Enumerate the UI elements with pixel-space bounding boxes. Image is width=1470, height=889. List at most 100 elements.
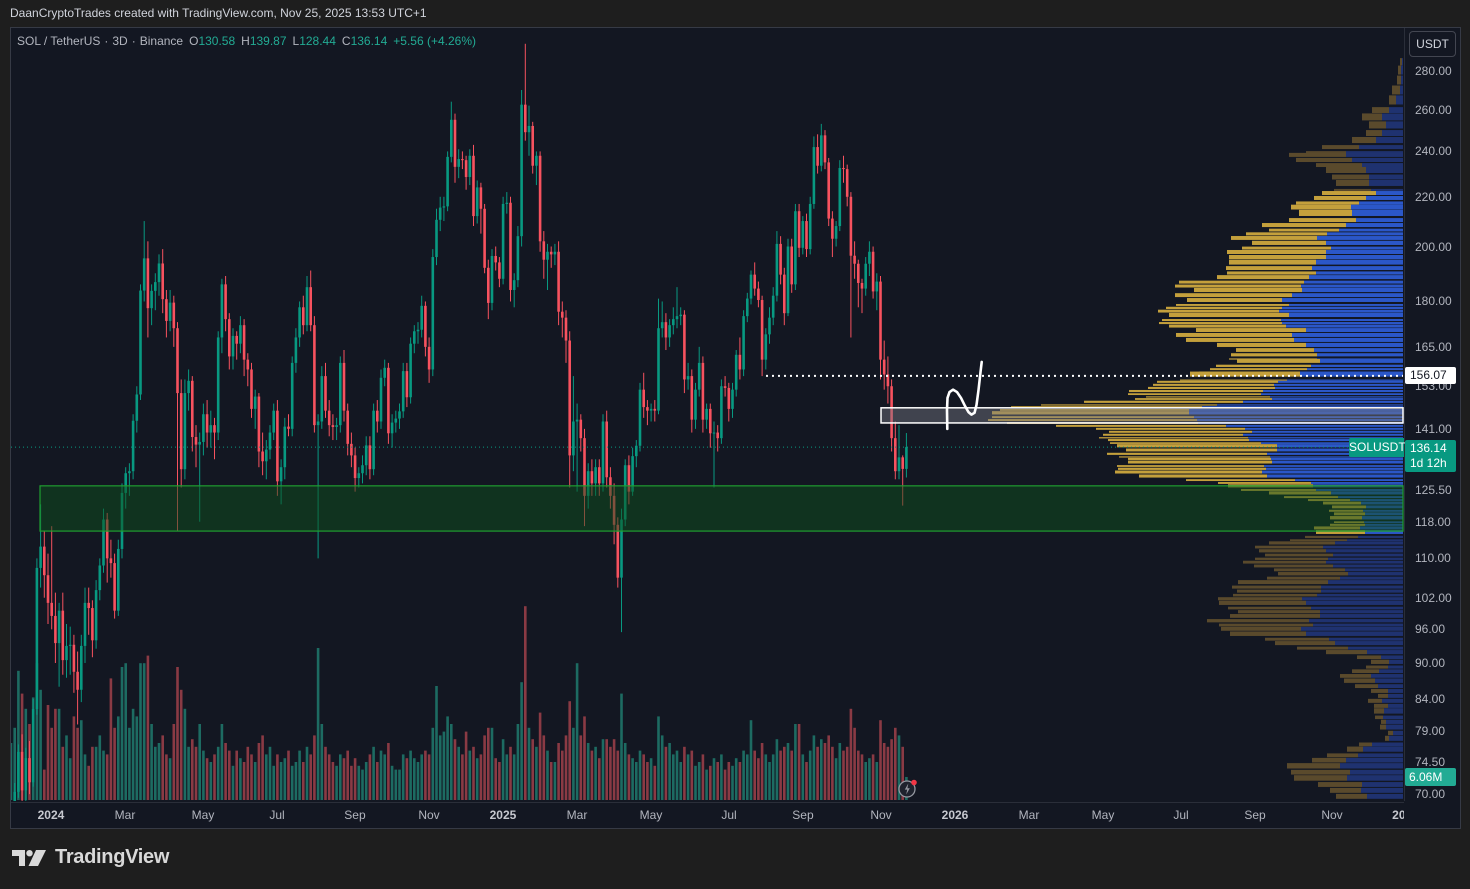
volume-profile-row xyxy=(1169,324,1403,328)
candle-body xyxy=(94,590,98,641)
volume-bar xyxy=(98,735,102,800)
candle xyxy=(742,310,745,377)
candle-body xyxy=(35,567,39,710)
volume-profile-row xyxy=(1322,191,1403,195)
volume-profile-row xyxy=(1366,130,1403,137)
candle xyxy=(820,123,823,172)
volume-bar xyxy=(339,754,342,800)
volume-bar xyxy=(853,727,856,800)
profile-down-volume xyxy=(1231,236,1317,240)
profile-down-volume xyxy=(1226,266,1312,271)
profile-up-volume xyxy=(1311,482,1403,484)
time-axis[interactable]: 2024 Mar May Jul Sep Nov 2025 Mar May Jul Sep Nov 20… xyxy=(11,802,1404,828)
volume-bar xyxy=(250,754,253,800)
profile-down-volume xyxy=(1217,342,1306,347)
candle-body xyxy=(24,758,28,791)
candle xyxy=(446,151,449,212)
profile-down-volume xyxy=(1290,539,1347,542)
profile-up-volume xyxy=(1314,348,1403,352)
volume-profile-row xyxy=(1269,541,1403,545)
volume-profile[interactable] xyxy=(988,58,1403,799)
volume-profile-row xyxy=(1254,564,1403,568)
profile-up-volume xyxy=(1358,535,1403,539)
candle xyxy=(564,310,568,363)
candle xyxy=(797,203,801,258)
currency-button[interactable]: USDT xyxy=(1409,31,1456,57)
profile-up-volume xyxy=(1323,545,1403,549)
volume-bar xyxy=(464,731,468,800)
price-axis[interactable]: 280.00 260.00 240.00 220.00 200.00 180.00 165.… xyxy=(1404,28,1460,801)
profile-down-volume xyxy=(1180,379,1287,381)
demand-zone-rectangle[interactable] xyxy=(39,485,1404,532)
legend-symbol[interactable]: SOL / TetherUS xyxy=(17,34,101,48)
volume-histogram xyxy=(11,606,908,800)
volume-bar xyxy=(11,743,13,800)
volume-bar xyxy=(812,735,816,800)
candle-body xyxy=(501,203,505,279)
lightning-icon[interactable] xyxy=(898,779,918,799)
volume-bar xyxy=(790,750,793,800)
plot-area[interactable] xyxy=(10,43,1404,889)
profile-up-volume xyxy=(1311,606,1403,610)
candle xyxy=(390,414,394,448)
candle xyxy=(746,292,749,323)
volume-bar xyxy=(117,716,120,800)
volume-bar xyxy=(505,754,509,800)
volume-bar xyxy=(520,682,523,800)
profile-down-volume xyxy=(1372,107,1389,113)
candle xyxy=(250,362,253,418)
profile-up-volume xyxy=(1401,75,1403,85)
volume-bar xyxy=(405,758,409,800)
time-tick-label: May xyxy=(1091,808,1115,822)
volume-bar xyxy=(720,754,723,800)
candle-body xyxy=(287,426,290,429)
volume-profile-row xyxy=(1385,735,1403,741)
candle-body xyxy=(683,314,686,380)
volume-profile-row xyxy=(1186,479,1403,482)
profile-up-volume xyxy=(1361,787,1403,793)
volume-bar xyxy=(831,746,834,800)
volume-profile-row xyxy=(1314,195,1403,200)
brush-drawing[interactable] xyxy=(945,360,984,431)
candle-body xyxy=(54,615,57,644)
tradingview-logo-text: TradingView xyxy=(55,846,170,868)
volume-bar xyxy=(894,727,897,800)
legend-interval[interactable]: 3D xyxy=(112,34,128,48)
resistance-box-rectangle[interactable] xyxy=(880,407,1404,424)
volume-bar xyxy=(83,754,87,800)
candle xyxy=(91,600,94,658)
profile-up-volume xyxy=(1351,204,1403,210)
price-tick-label: 79.00 xyxy=(1415,724,1446,738)
candle xyxy=(683,310,686,394)
volume-bar xyxy=(294,762,298,800)
candle-body xyxy=(531,125,534,166)
candle xyxy=(272,403,275,441)
candle-body xyxy=(594,467,597,484)
candle xyxy=(54,592,57,664)
candle-body xyxy=(135,394,139,421)
profile-up-volume xyxy=(1261,393,1403,396)
profile-down-volume xyxy=(1366,130,1382,137)
candle-body xyxy=(586,471,590,496)
candle-body xyxy=(294,337,298,363)
volume-bar xyxy=(679,762,682,800)
volume-profile-row xyxy=(1366,665,1403,669)
volume-bar xyxy=(601,739,605,800)
candle-body xyxy=(786,246,790,314)
candle xyxy=(801,216,805,255)
candle-body xyxy=(653,408,657,411)
candle-body xyxy=(475,187,479,217)
price-tick-label: 220.00 xyxy=(1415,189,1452,204)
volume-bar xyxy=(668,743,671,800)
candle-body xyxy=(538,155,542,242)
candle-body xyxy=(879,281,882,360)
candle-body xyxy=(479,187,483,209)
volume-profile-row xyxy=(1175,284,1403,288)
volume-profile-row xyxy=(1196,328,1403,333)
volume-profile-row xyxy=(1229,255,1403,260)
profile-up-volume xyxy=(1384,708,1403,714)
profile-up-volume xyxy=(1189,411,1403,415)
profile-up-volume xyxy=(1402,58,1403,66)
profile-down-volume xyxy=(1330,787,1361,793)
